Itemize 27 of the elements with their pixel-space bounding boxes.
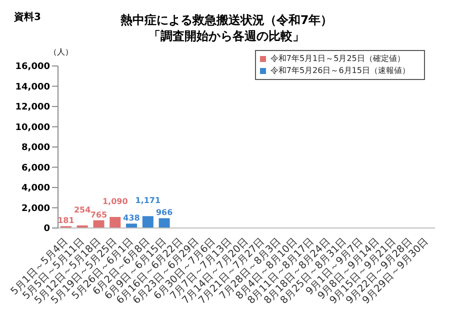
y-axis-title: （人） bbox=[49, 48, 73, 57]
y-tick-label: 10,000 bbox=[15, 122, 50, 133]
y-tick-label: 6,000 bbox=[22, 163, 50, 174]
bar bbox=[158, 218, 170, 228]
chart-title: 熱中症による救急搬送状況（令和7年） bbox=[120, 13, 333, 27]
chart-subtitle: 「調査開始から各週の比較」 bbox=[148, 28, 306, 44]
y-tick-label: 0 bbox=[44, 224, 50, 234]
bar bbox=[126, 224, 138, 228]
y-tick-label: 8,000 bbox=[22, 143, 50, 154]
bar bbox=[142, 216, 154, 228]
data-label: 1,171 bbox=[135, 196, 161, 206]
text: 資料3 bbox=[14, 10, 41, 24]
y-tick-label: 4,000 bbox=[22, 184, 50, 194]
legend-label: 令和7年5月26日～6月15日（速報値） bbox=[270, 66, 410, 75]
data-label: 1,090 bbox=[102, 196, 128, 206]
data-label: 254 bbox=[74, 205, 92, 214]
legend-label: 令和7年5月1日～5月25日（確定値） bbox=[270, 54, 405, 63]
y-tick-label: 14,000 bbox=[15, 82, 50, 92]
y-tick-label: 16,000 bbox=[15, 62, 50, 72]
data-label: 181 bbox=[58, 216, 75, 226]
data-label: 765 bbox=[90, 210, 108, 220]
y-tick-label: 2,000 bbox=[22, 204, 50, 214]
data-label: 438 bbox=[123, 214, 140, 223]
data-label: 966 bbox=[156, 208, 174, 218]
bar bbox=[110, 216, 121, 228]
bar bbox=[93, 220, 104, 228]
y-tick-label: 12,000 bbox=[15, 102, 50, 113]
